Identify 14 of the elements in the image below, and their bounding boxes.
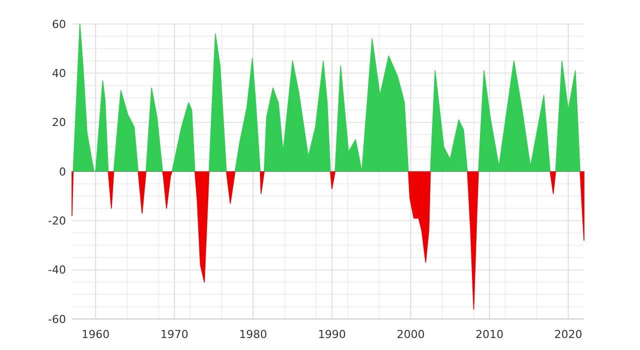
x-tick-label: 2010: [475, 328, 504, 341]
y-tick-label: 60: [52, 18, 66, 31]
x-tick-label: 2020: [554, 328, 582, 341]
x-tick-label: 1990: [318, 328, 346, 341]
y-tick-label: 20: [52, 116, 66, 130]
y-tick-label: 0: [59, 165, 66, 178]
x-tick-label: 2000: [396, 328, 425, 341]
x-tick-label: 1960: [82, 328, 110, 341]
x-tick-label: 1980: [239, 328, 268, 341]
y-tick-label: 40: [52, 67, 66, 80]
y-tick-label: -40: [48, 264, 66, 277]
y-tick-label: -20: [48, 214, 66, 228]
y-tick-label: -60: [48, 312, 66, 326]
x-tick-label: 1970: [160, 328, 188, 341]
